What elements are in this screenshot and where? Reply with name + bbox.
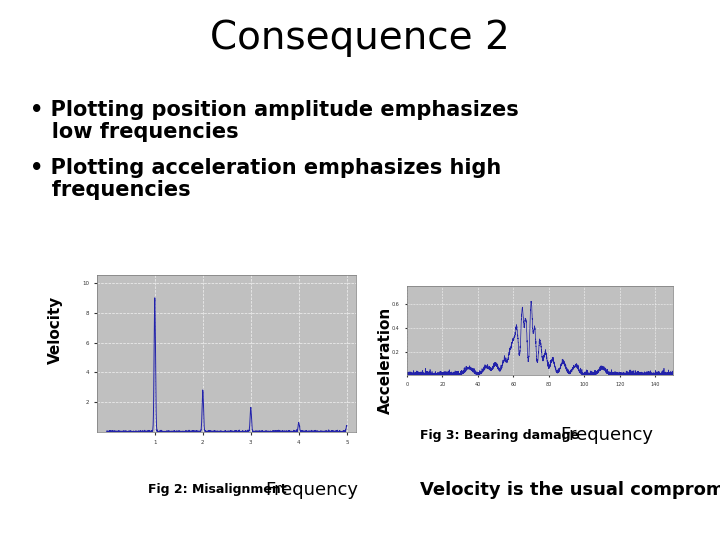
Text: Velocity: Velocity	[48, 296, 63, 364]
Text: Acceleration: Acceleration	[377, 306, 392, 414]
Text: Frequency: Frequency	[560, 426, 653, 444]
Text: Fig 2: Misalignment: Fig 2: Misalignment	[148, 483, 287, 496]
Text: Fig 3: Bearing damage: Fig 3: Bearing damage	[420, 429, 579, 442]
Text: Velocity is the usual compromise: Velocity is the usual compromise	[420, 481, 720, 499]
Text: • Plotting acceleration emphasizes high: • Plotting acceleration emphasizes high	[30, 158, 501, 178]
Text: Consequence 2: Consequence 2	[210, 19, 510, 57]
Text: frequencies: frequencies	[30, 180, 191, 200]
Text: Frequency: Frequency	[265, 481, 358, 499]
Text: low frequencies: low frequencies	[30, 122, 238, 142]
Text: • Plotting position amplitude emphasizes: • Plotting position amplitude emphasizes	[30, 100, 518, 120]
